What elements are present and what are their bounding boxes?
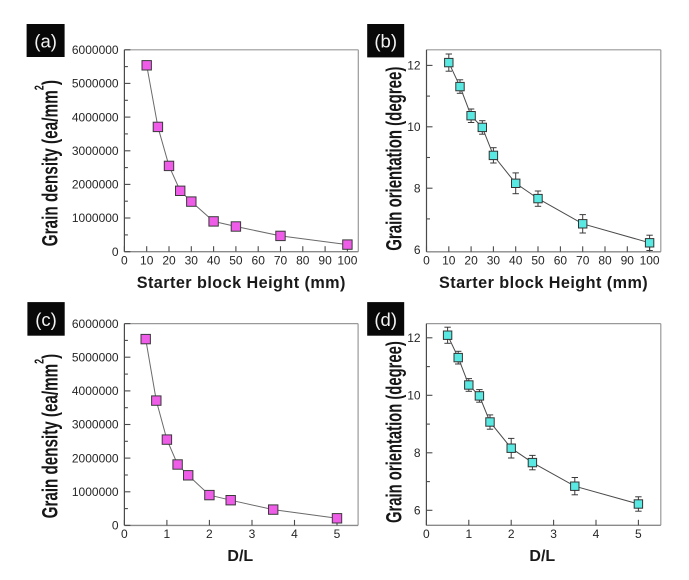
svg-text:(b): (b) — [374, 31, 397, 52]
svg-text:12: 12 — [407, 59, 421, 73]
svg-text:70: 70 — [274, 254, 288, 268]
svg-text:60: 60 — [252, 254, 266, 268]
svg-text:6: 6 — [414, 504, 421, 518]
svg-text:Starter block Height (mm): Starter block Height (mm) — [137, 274, 346, 292]
svg-text:0: 0 — [121, 527, 128, 541]
svg-text:0: 0 — [121, 254, 128, 268]
svg-text:6000000: 6000000 — [72, 317, 119, 331]
svg-text:2000000: 2000000 — [72, 451, 119, 465]
svg-text:Grain orientation (degree): Grain orientation (degree) — [382, 341, 407, 523]
svg-text:5000000: 5000000 — [72, 77, 119, 91]
svg-text:4000000: 4000000 — [72, 384, 119, 398]
svg-text:2000000: 2000000 — [72, 178, 119, 192]
svg-text:100: 100 — [640, 254, 660, 268]
svg-text:4: 4 — [291, 527, 298, 541]
svg-text:D/L: D/L — [529, 548, 555, 565]
svg-text:60: 60 — [554, 254, 568, 268]
svg-text:8: 8 — [414, 181, 421, 195]
svg-text:(c): (c) — [35, 309, 57, 330]
svg-text:1000000: 1000000 — [72, 485, 119, 499]
svg-text:80: 80 — [296, 254, 310, 268]
svg-text:1: 1 — [164, 527, 171, 541]
svg-text:50: 50 — [229, 254, 243, 268]
svg-text:1: 1 — [465, 527, 472, 541]
svg-text:6000000: 6000000 — [72, 43, 119, 57]
svg-text:4: 4 — [593, 527, 600, 541]
svg-text:20: 20 — [162, 254, 176, 268]
svg-text:6: 6 — [414, 243, 421, 257]
svg-text:12: 12 — [407, 331, 421, 345]
svg-text:2: 2 — [508, 527, 515, 541]
svg-text:10: 10 — [407, 389, 421, 403]
svg-text:Grain density (ea/mm2): Grain density (ea/mm2) — [33, 354, 63, 519]
svg-text:0: 0 — [423, 527, 430, 541]
svg-text:5000000: 5000000 — [72, 350, 119, 364]
svg-text:2: 2 — [206, 527, 213, 541]
svg-text:40: 40 — [207, 254, 221, 268]
svg-text:10: 10 — [407, 120, 421, 134]
svg-text:3000000: 3000000 — [72, 144, 119, 158]
svg-text:10: 10 — [140, 254, 154, 268]
svg-text:Starter block Height (mm): Starter block Height (mm) — [439, 274, 648, 292]
svg-text:D/L: D/L — [227, 548, 253, 565]
svg-text:3: 3 — [550, 527, 557, 541]
svg-text:(a): (a) — [34, 31, 57, 52]
svg-text:3: 3 — [249, 527, 256, 541]
svg-text:50: 50 — [531, 254, 545, 268]
svg-text:4000000: 4000000 — [72, 110, 119, 124]
svg-text:30: 30 — [487, 254, 501, 268]
svg-text:Grain orientation (degree): Grain orientation (degree) — [382, 67, 407, 251]
svg-text:0: 0 — [423, 254, 430, 268]
svg-text:(d): (d) — [374, 309, 397, 330]
svg-text:3000000: 3000000 — [72, 418, 119, 432]
svg-text:1000000: 1000000 — [72, 211, 119, 225]
svg-text:0: 0 — [112, 519, 119, 533]
svg-text:70: 70 — [576, 254, 590, 268]
svg-text:8: 8 — [414, 446, 421, 460]
svg-text:90: 90 — [621, 254, 635, 268]
svg-text:40: 40 — [509, 254, 523, 268]
svg-text:5: 5 — [334, 527, 341, 541]
svg-text:0: 0 — [112, 245, 119, 259]
svg-text:20: 20 — [464, 254, 478, 268]
svg-text:100: 100 — [337, 254, 357, 268]
svg-text:10: 10 — [442, 254, 456, 268]
svg-text:90: 90 — [318, 254, 332, 268]
svg-text:30: 30 — [185, 254, 199, 268]
svg-text:Grain density (ea/mm2): Grain density (ea/mm2) — [33, 80, 63, 246]
svg-text:80: 80 — [598, 254, 612, 268]
svg-text:5: 5 — [635, 527, 642, 541]
